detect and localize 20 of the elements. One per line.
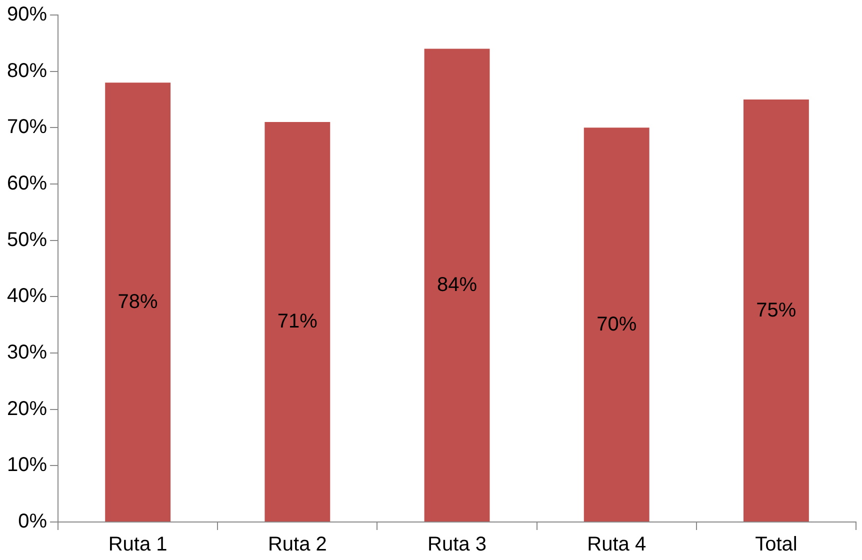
data-label: 75% — [756, 299, 796, 322]
x-tick-label: Total — [755, 534, 798, 556]
x-tick-label: Ruta 2 — [268, 534, 327, 556]
y-tick-label: 90% — [7, 4, 48, 26]
y-tick-label: 0% — [18, 510, 48, 533]
data-label: 71% — [277, 310, 318, 333]
x-tick-label: Ruta 3 — [428, 534, 486, 556]
y-tick-label: 70% — [7, 116, 48, 138]
x-tick-label: Ruta 4 — [587, 534, 646, 556]
data-label: 70% — [596, 313, 637, 336]
y-tick-label: 60% — [7, 172, 48, 195]
data-label: 84% — [437, 274, 478, 296]
y-tick-label: 40% — [7, 285, 48, 308]
y-tick-label: 80% — [7, 60, 48, 82]
data-label: 78% — [118, 290, 158, 313]
y-tick-label: 30% — [7, 342, 48, 364]
y-tick-label: 20% — [7, 398, 48, 420]
y-tick-label: 10% — [7, 454, 48, 476]
x-tick-label: Ruta 1 — [108, 534, 168, 556]
y-tick-label: 50% — [7, 228, 48, 251]
